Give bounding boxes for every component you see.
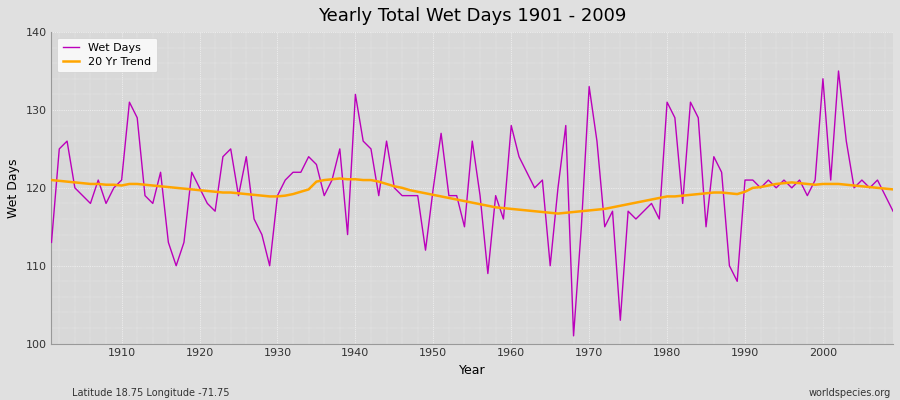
20 Yr Trend bbox=[46, 178, 57, 182]
Text: Latitude 18.75 Longitude -71.75: Latitude 18.75 Longitude -71.75 bbox=[72, 388, 230, 398]
Line: Wet Days: Wet Days bbox=[51, 71, 893, 336]
Wet Days bbox=[108, 186, 119, 190]
Text: worldspecies.org: worldspecies.org bbox=[809, 388, 891, 398]
Wet Days bbox=[506, 123, 517, 128]
Wet Days bbox=[887, 209, 898, 214]
20 Yr Trend bbox=[553, 211, 563, 216]
Wet Days bbox=[280, 178, 291, 182]
20 Yr Trend bbox=[615, 203, 626, 208]
Wet Days bbox=[608, 209, 618, 214]
20 Yr Trend bbox=[280, 193, 291, 198]
Line: 20 Yr Trend: 20 Yr Trend bbox=[51, 178, 893, 214]
Wet Days bbox=[327, 178, 338, 182]
20 Yr Trend bbox=[887, 187, 898, 192]
Wet Days bbox=[568, 334, 579, 338]
Wet Days bbox=[498, 217, 508, 222]
Legend: Wet Days, 20 Yr Trend: Wet Days, 20 Yr Trend bbox=[57, 38, 157, 72]
Wet Days bbox=[46, 240, 57, 245]
Y-axis label: Wet Days: Wet Days bbox=[7, 158, 20, 218]
20 Yr Trend bbox=[335, 176, 346, 181]
Wet Days bbox=[833, 69, 844, 74]
20 Yr Trend bbox=[327, 177, 338, 182]
X-axis label: Year: Year bbox=[459, 364, 486, 377]
20 Yr Trend bbox=[514, 207, 525, 212]
20 Yr Trend bbox=[108, 182, 119, 187]
Title: Yearly Total Wet Days 1901 - 2009: Yearly Total Wet Days 1901 - 2009 bbox=[318, 7, 626, 25]
20 Yr Trend bbox=[506, 206, 517, 211]
